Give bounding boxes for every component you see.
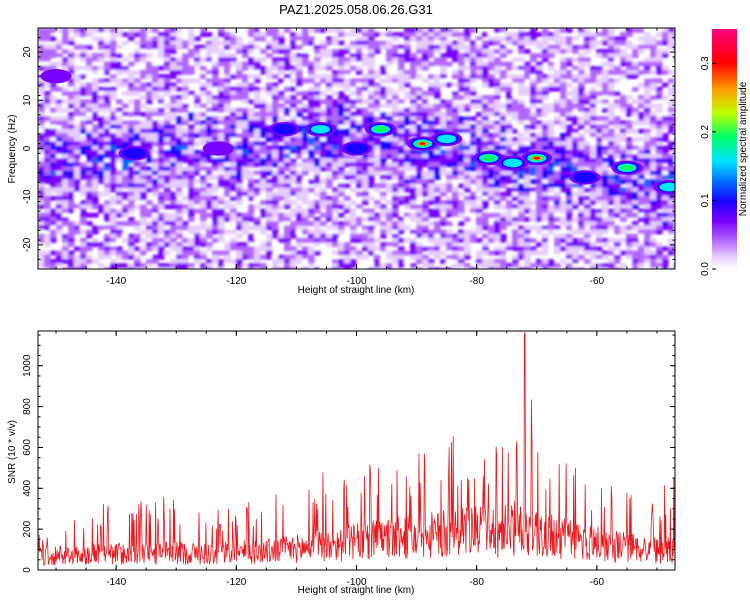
spectral-peak-2-level-3 <box>373 125 388 133</box>
snr-series-line <box>38 332 675 567</box>
x-tick-label: -80 <box>469 276 484 287</box>
y-tick-label: -20 <box>22 237 33 252</box>
spectral-peak-1-level-5 <box>533 156 540 160</box>
snr-axes: -140 -120 -100 -80 -60 0 200 400 600 800 1000 <box>22 331 675 588</box>
colorbar-tick-label: 0.2 <box>700 124 711 138</box>
y-tick-label: 0 <box>22 145 33 151</box>
spectrogram-image <box>38 28 675 269</box>
spectral-peak-8-level-3 <box>619 164 635 172</box>
spectral-peak-6-level-3 <box>481 154 496 162</box>
snr-xlabel: Height of straight line (km) <box>298 585 415 596</box>
y-tick-label: 800 <box>22 398 33 415</box>
colorbar: 0.0 0.1 0.2 0.3 Normalized spectral amplitu… <box>700 29 749 276</box>
spectral-peak-10-level-2 <box>659 182 675 192</box>
spectral-peak-5-level-2 <box>437 134 457 144</box>
y-tick-label: 20 <box>22 46 33 58</box>
colorbar-tick-label: 0.3 <box>700 56 711 70</box>
spectral-peak-14-level-1 <box>344 143 369 154</box>
colorbar-ticks: 0.0 0.1 0.2 0.3 <box>700 56 716 276</box>
y-tick-label: 0 <box>22 567 33 573</box>
y-tick-label: 600 <box>22 439 33 456</box>
spectral-peak-7-level-2 <box>503 158 523 168</box>
spectral-peak-13-level-0 <box>202 141 234 156</box>
x-tick-label: -100 <box>346 276 366 287</box>
x-tick-label: -120 <box>226 276 246 287</box>
spectrogram-xlabel: Height of straight line (km) <box>298 285 415 296</box>
spectral-peak-3-level-1 <box>272 123 297 135</box>
y-tick-label: 1000 <box>22 354 33 377</box>
colorbar-tick-label: 0.0 <box>700 262 711 276</box>
chart-title: PAZ1.2025.058.06.26.G31 <box>279 2 433 17</box>
x-tick-label: -140 <box>106 276 126 287</box>
x-tick-label: -60 <box>590 276 605 287</box>
x-tick-label: -80 <box>469 577 484 588</box>
y-tick-label: 200 <box>22 520 33 537</box>
snr-ylabel: SNR (10 * v/v) <box>7 420 18 484</box>
colorbar-gradient <box>712 29 737 269</box>
x-tick-label: -140 <box>106 577 126 588</box>
spectral-peak-0-level-5 <box>419 142 426 146</box>
y-tick-label: 400 <box>22 480 33 497</box>
y-tick-label: 10 <box>22 94 33 106</box>
snr-panel: -140 -120 -100 -80 -60 0 200 400 600 800 1000 Heig… <box>7 330 676 596</box>
spectrogram-ylabel: Frequency (Hz) <box>7 115 18 184</box>
spectral-peak-9-level-1 <box>572 171 597 183</box>
colorbar-label: Normalized spectral amplitude <box>738 81 749 216</box>
x-tick-label: -60 <box>590 577 605 588</box>
spectral-peak-4-level-2 <box>310 124 331 134</box>
y-tick-label: -10 <box>22 189 33 204</box>
x-tick-label: -100 <box>346 577 366 588</box>
colorbar-tick-label: 0.1 <box>700 193 711 207</box>
spectral-peak-11-level-0 <box>40 69 72 84</box>
x-tick-label: -120 <box>226 577 246 588</box>
spectral-peak-12-level-1 <box>122 147 147 159</box>
